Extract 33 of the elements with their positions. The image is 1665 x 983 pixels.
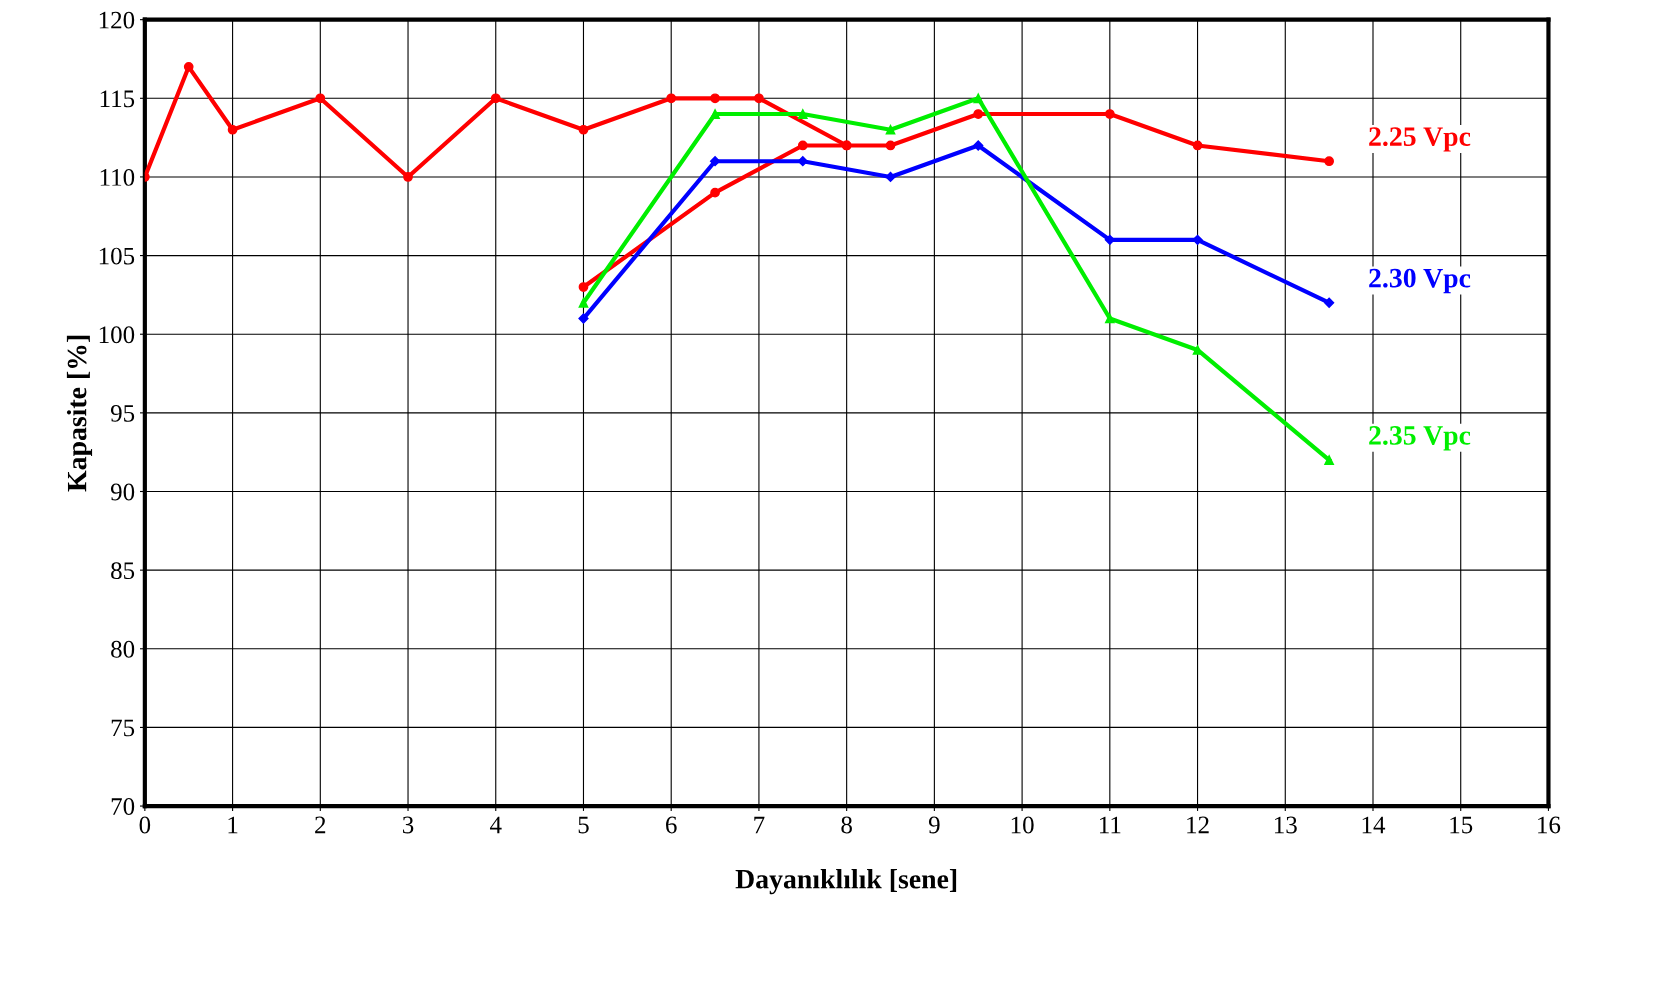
y-tick-label: 95 [110,404,135,422]
x-tick-label: 7 [754,816,765,834]
y-tick-label: 120 [99,11,135,29]
x-tick-label: 10 [1011,816,1034,834]
y-tick-label: 80 [111,640,135,658]
x-tick-label: 9 [928,816,940,834]
x-tick-label: 12 [1187,816,1209,834]
y-tick-label: 105 [99,247,135,265]
y-tick-label: 90 [110,483,135,501]
series-label: 2.30 Vpc [1369,268,1471,294]
x-tick-label: 14 [1362,816,1386,834]
y-tick-label: 115 [100,90,135,108]
x-tick-label: 15 [1450,816,1473,834]
y-tick-label: 70 [111,798,135,815]
x-tick-label: 8 [841,816,852,834]
x-tick-label: 13 [1274,816,1297,834]
series-label: 2.25 Vpc [1369,127,1471,152]
x-tick-label: 16 [1538,816,1561,834]
y-axis-title: Kapasite [%] [66,335,93,492]
x-tick-label: 6 [666,816,677,834]
series-label: 2.35 Vpc [1369,426,1471,451]
x-tick-label: 0 [139,816,151,834]
x-tick-label: 5 [578,816,589,834]
y-tick-label: 110 [100,168,135,186]
y-tick-label: 85 [111,562,135,580]
x-tick-label: 3 [402,816,414,834]
x-tick-label: 4 [489,816,502,834]
x-axis-title: Dayanıklılık [sene] [735,869,957,895]
x-tick-label: 2 [315,816,326,834]
y-tick-label: 100 [99,326,135,344]
x-tick-label: 11 [1099,816,1121,834]
x-tick-label: 1 [228,816,238,834]
y-tick-label: 75 [111,719,135,737]
